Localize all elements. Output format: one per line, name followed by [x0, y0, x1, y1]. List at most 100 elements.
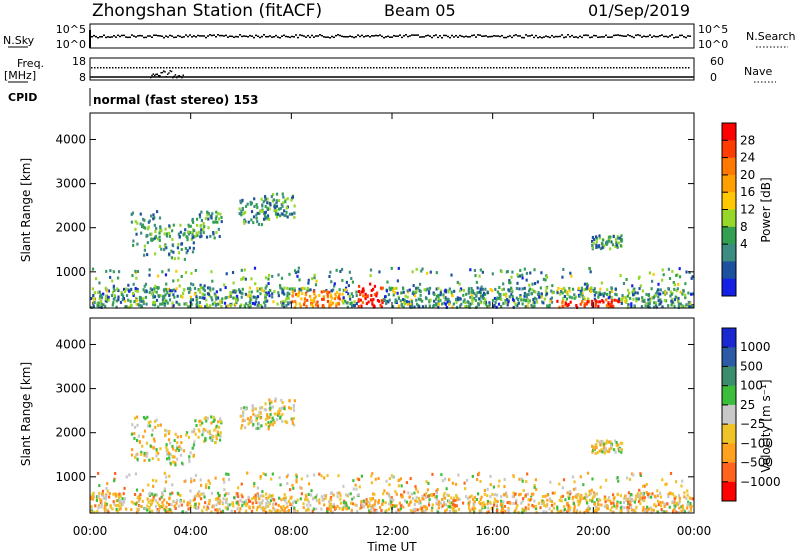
- heatmap-cell: [415, 500, 418, 504]
- noise-point: [153, 34, 155, 37]
- heatmap-cell: [642, 491, 646, 495]
- nave-point: [634, 67, 636, 69]
- heatmap-cell: [280, 398, 283, 402]
- heatmap-cell: [247, 220, 250, 224]
- heatmap-cell: [661, 305, 664, 309]
- heatmap-cell: [654, 293, 657, 297]
- heatmap-cell: [492, 503, 496, 507]
- heatmap-cell: [258, 211, 261, 215]
- heatmap-cell: [221, 509, 225, 513]
- heatmap-cell: [290, 198, 293, 202]
- heatmap-cell: [621, 441, 624, 445]
- heatmap-cell: [291, 289, 294, 293]
- heatmap-cell: [107, 298, 110, 302]
- heatmap-cell: [185, 431, 189, 435]
- nave-point: [160, 67, 162, 69]
- heatmap-cell: [122, 500, 126, 504]
- heatmap-cell: [172, 279, 175, 283]
- heatmap-cell: [562, 505, 566, 509]
- heatmap-cell: [228, 295, 231, 299]
- heatmap-cell: [215, 295, 218, 299]
- noise-point: [283, 34, 285, 37]
- heatmap-cell: [632, 297, 635, 301]
- heatmap-cell: [659, 495, 663, 499]
- heatmap-cell: [213, 292, 216, 296]
- heatmap-cell: [596, 502, 600, 506]
- heatmap-cell: [322, 295, 325, 299]
- heatmap-cell: [264, 304, 267, 308]
- heatmap-cell: [480, 495, 483, 499]
- nave-point: [298, 67, 300, 69]
- heatmap-cell: [205, 419, 208, 423]
- heatmap-cell: [527, 503, 530, 507]
- heatmap-cell: [615, 443, 618, 447]
- heatmap-cell: [304, 291, 308, 295]
- heatmap-cell: [689, 504, 692, 508]
- heatmap-cell: [444, 302, 447, 306]
- colorbar-swatch: [722, 347, 736, 367]
- noise-point: [143, 36, 145, 39]
- heatmap-cell: [561, 486, 564, 490]
- noise-point: [539, 36, 541, 38]
- noise-point: [151, 36, 153, 38]
- heatmap-cell: [112, 297, 115, 301]
- heatmap-cell: [217, 227, 220, 231]
- heatmap-cell: [259, 501, 262, 505]
- colorbar-swatch: [722, 404, 736, 425]
- heatmap-cell: [607, 301, 610, 305]
- heatmap-cell: [137, 499, 141, 503]
- heatmap-cell: [256, 287, 259, 291]
- heatmap-cell: [254, 414, 257, 418]
- heatmap-cell: [239, 304, 242, 308]
- heatmap-cell: [386, 299, 389, 303]
- noise-point: [183, 36, 185, 38]
- heatmap-cell: [420, 507, 424, 511]
- heatmap-cell: [508, 281, 511, 285]
- heatmap-cell: [303, 300, 306, 304]
- heatmap-cell: [252, 221, 255, 225]
- heatmap-cell: [111, 507, 114, 511]
- heatmap-cell: [139, 504, 142, 508]
- heatmap-cell: [274, 212, 278, 216]
- heatmap-cell: [238, 207, 241, 211]
- heatmap-cell: [463, 298, 466, 302]
- heatmap-cell: [294, 305, 297, 309]
- heatmap-cell: [360, 304, 363, 308]
- heatmap-cell: [425, 492, 428, 496]
- heatmap-cell: [388, 298, 391, 302]
- heatmap-cell: [477, 471, 481, 475]
- heatmap-cell: [612, 235, 615, 239]
- heatmap-cell: [205, 508, 208, 512]
- heatmap-cell: [439, 289, 443, 293]
- heatmap-cell: [462, 300, 465, 304]
- heatmap-cell: [510, 293, 513, 297]
- heatmap-cell: [168, 252, 171, 256]
- heatmap-cell: [279, 483, 282, 487]
- heatmap-cell: [459, 297, 462, 301]
- heatmap-cell: [432, 291, 435, 295]
- nave-point: [268, 67, 270, 69]
- heatmap-cell: [100, 505, 103, 509]
- heatmap-cell: [148, 505, 151, 509]
- noise-point: [521, 36, 523, 39]
- heatmap-cell: [606, 504, 609, 508]
- heatmap-cell: [277, 207, 281, 211]
- heatmap-cell: [557, 286, 560, 290]
- heatmap-cell: [213, 301, 216, 305]
- heatmap-cell: [191, 217, 194, 221]
- heatmap-cell: [678, 496, 681, 500]
- heatmap-cell: [178, 303, 181, 307]
- heatmap-cell: [162, 507, 165, 511]
- heatmap-cell: [533, 483, 536, 487]
- heatmap-cell: [130, 432, 134, 436]
- heatmap-cell: [140, 231, 143, 235]
- ytick-label: 4000: [55, 337, 86, 351]
- heatmap-cell: [603, 448, 606, 452]
- heatmap-cell: [539, 286, 542, 290]
- heatmap-cell: [195, 217, 199, 221]
- heatmap-cell: [643, 496, 646, 500]
- heatmap-cell: [282, 289, 285, 293]
- heatmap-cell: [598, 236, 601, 240]
- heatmap-cell: [612, 501, 615, 505]
- heatmap-cell: [148, 424, 152, 428]
